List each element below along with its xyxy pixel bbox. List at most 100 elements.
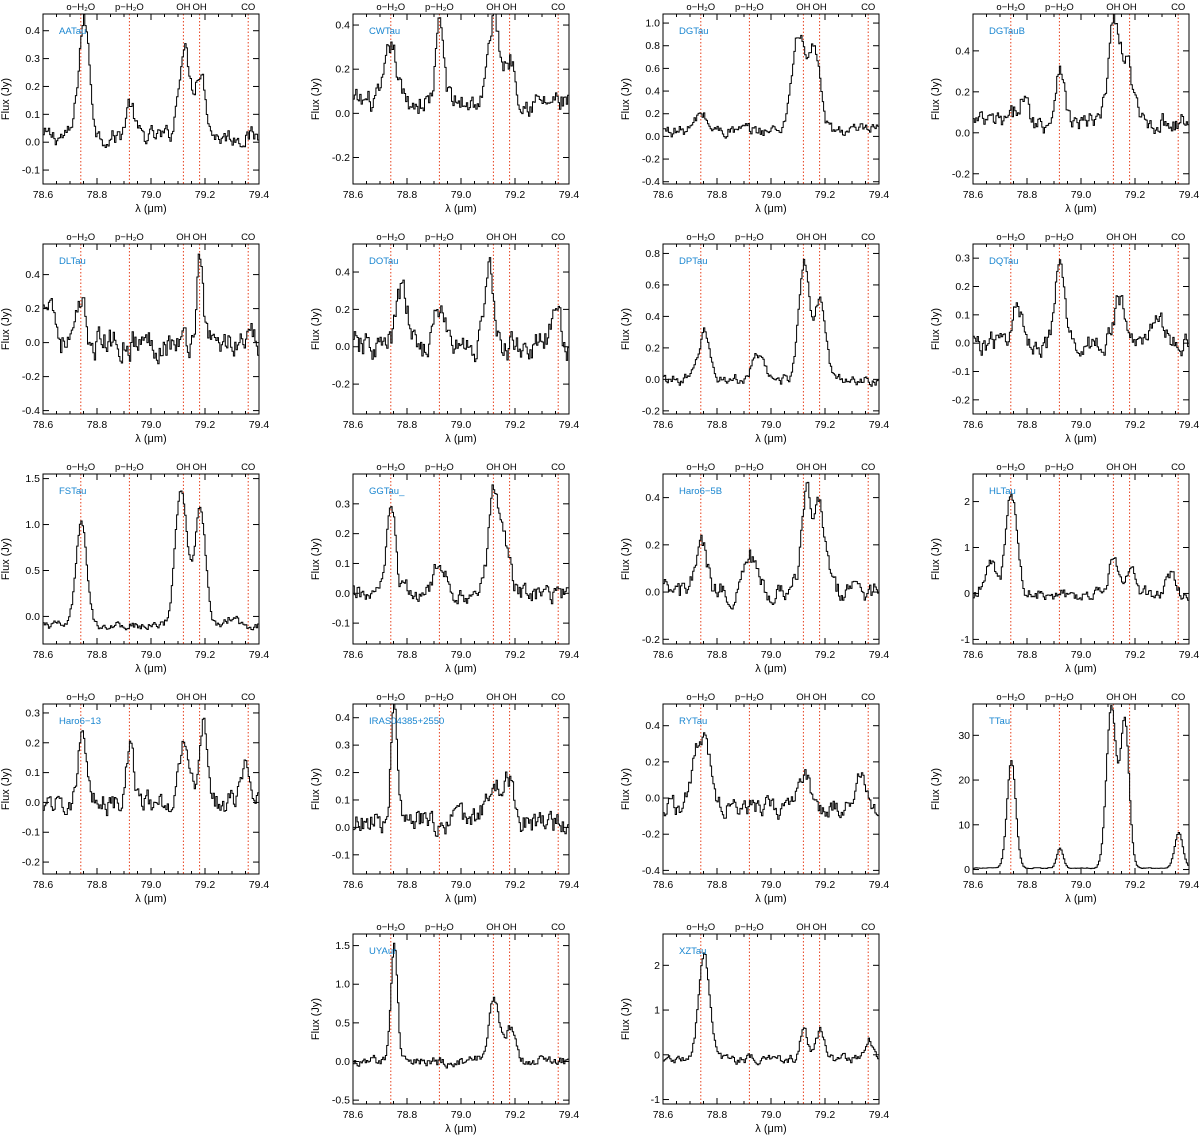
line-marker-label: CO bbox=[551, 2, 565, 13]
line-marker-label: OH bbox=[1106, 232, 1120, 243]
y-tick-label: 0.1 bbox=[955, 309, 970, 321]
line-marker-label: p−H₂O bbox=[425, 462, 454, 473]
axes-frame bbox=[662, 473, 880, 645]
star-name-label: AATau bbox=[59, 26, 86, 37]
y-tick-label: 0.4 bbox=[335, 712, 350, 724]
line-marker-label: p−H₂O bbox=[1045, 692, 1074, 703]
line-marker-label: p−H₂O bbox=[425, 2, 454, 13]
x-tick-label: 79.0 bbox=[1071, 189, 1092, 201]
spectrum-panel: o−H₂O p−H₂O OH OH CO 78.6 78.8 79.0 79.2 79.4 -1 0 1… bbox=[930, 462, 1199, 675]
y-axis-label: Flux (Jy) bbox=[930, 308, 942, 350]
y-tick-label: 0.5 bbox=[25, 565, 40, 577]
y-tick-label: -1 bbox=[961, 634, 970, 646]
star-name-label: HLTau bbox=[989, 486, 1016, 497]
y-tick-label: 0.0 bbox=[955, 127, 970, 139]
line-marker-label: o−H₂O bbox=[66, 462, 95, 473]
y-tick-label: 0.0 bbox=[25, 611, 40, 623]
y-tick-label: 0.4 bbox=[335, 20, 350, 32]
axes-frame bbox=[972, 473, 1190, 645]
y-tick-label: -0.2 bbox=[642, 634, 660, 646]
line-marker-label: CO bbox=[551, 692, 565, 703]
spectrum-line bbox=[663, 34, 879, 139]
y-tick-label: 0.0 bbox=[335, 108, 350, 120]
y-axis-label: Flux (Jy) bbox=[620, 78, 632, 120]
line-marker-label: CO bbox=[241, 462, 255, 473]
x-axis-label: λ (μm) bbox=[755, 893, 786, 905]
x-tick-label: 78.8 bbox=[397, 879, 418, 891]
y-tick-label: 1.5 bbox=[25, 473, 40, 485]
x-tick-label: 78.8 bbox=[707, 419, 728, 431]
x-tick-label: 79.2 bbox=[505, 1109, 526, 1121]
y-tick-label: 0.0 bbox=[645, 374, 660, 386]
spectrum-line bbox=[43, 490, 259, 631]
y-axis-label: Flux (Jy) bbox=[310, 768, 322, 810]
x-tick-label: 79.4 bbox=[869, 419, 890, 431]
x-tick-label: 79.4 bbox=[1179, 649, 1200, 661]
x-axis-label: λ (μm) bbox=[445, 203, 476, 215]
x-axis-label: λ (μm) bbox=[445, 893, 476, 905]
line-marker-label: OH bbox=[176, 462, 190, 473]
x-tick-label: 79.4 bbox=[1179, 189, 1200, 201]
y-tick-label: 0.0 bbox=[25, 137, 40, 149]
x-tick-label: 79.4 bbox=[559, 879, 580, 891]
x-tick-label: 78.6 bbox=[343, 879, 364, 891]
x-tick-label: 79.2 bbox=[195, 419, 216, 431]
x-tick-label: 78.6 bbox=[653, 1109, 674, 1121]
x-tick-label: 78.8 bbox=[397, 649, 418, 661]
spectrum-line bbox=[973, 259, 1189, 358]
axes-frame bbox=[662, 703, 880, 875]
y-tick-label: -0.5 bbox=[332, 1095, 350, 1107]
line-marker-label: p−H₂O bbox=[735, 692, 764, 703]
star-name-label: XZTau bbox=[679, 946, 706, 957]
x-axis-label: λ (μm) bbox=[135, 433, 166, 445]
spectrum-line bbox=[973, 705, 1189, 870]
line-marker-label: OH bbox=[812, 462, 826, 473]
x-tick-label: 78.8 bbox=[1017, 419, 1038, 431]
y-tick-label: 0.0 bbox=[25, 797, 40, 809]
star-name-label: GGTau_ bbox=[369, 486, 405, 497]
line-marker-label: OH bbox=[192, 2, 206, 13]
line-marker-label: CO bbox=[1171, 232, 1185, 243]
y-tick-label: 10 bbox=[958, 819, 970, 831]
line-marker-label: p−H₂O bbox=[115, 232, 144, 243]
x-tick-label: 78.6 bbox=[343, 649, 364, 661]
y-tick-label: 0.4 bbox=[955, 45, 970, 57]
y-tick-label: -0.2 bbox=[642, 405, 660, 417]
x-axis-label: λ (μm) bbox=[135, 893, 166, 905]
x-tick-label: 78.8 bbox=[1017, 189, 1038, 201]
line-marker-label: o−H₂O bbox=[686, 232, 715, 243]
x-tick-label: 79.4 bbox=[869, 649, 890, 661]
line-marker-label: o−H₂O bbox=[686, 692, 715, 703]
spectrum-panel: o−H₂O p−H₂O OH OH CO 78.6 78.8 79.0 79.2 79.4 -0.4… bbox=[620, 2, 889, 215]
x-tick-label: 79.0 bbox=[451, 649, 472, 661]
x-axis-label: λ (μm) bbox=[755, 203, 786, 215]
y-tick-label: 0.1 bbox=[335, 794, 350, 806]
line-marker-label: p−H₂O bbox=[1045, 2, 1074, 13]
x-tick-label: 79.0 bbox=[1071, 879, 1092, 891]
line-marker-label: CO bbox=[551, 462, 565, 473]
spectrum-line bbox=[43, 253, 259, 365]
y-tick-label: -0.1 bbox=[952, 366, 970, 378]
star-name-label: TTau bbox=[989, 716, 1010, 727]
y-tick-label: 0.4 bbox=[645, 492, 660, 504]
x-tick-label: 78.8 bbox=[87, 189, 108, 201]
x-tick-label: 79.0 bbox=[141, 649, 162, 661]
line-marker-label: OH bbox=[502, 232, 516, 243]
y-tick-label: 0.1 bbox=[25, 767, 40, 779]
y-tick-label: -0.1 bbox=[332, 849, 350, 861]
spectrum-panel: o−H₂O p−H₂O OH OH CO 78.6 78.8 79.0 79.2 79.4 -0.2… bbox=[620, 462, 889, 675]
x-tick-label: 79.0 bbox=[451, 1109, 472, 1121]
line-marker-label: OH bbox=[176, 692, 190, 703]
y-tick-label: 0.4 bbox=[645, 311, 660, 323]
x-axis-label: λ (μm) bbox=[1065, 663, 1096, 675]
y-axis-label: Flux (Jy) bbox=[310, 78, 322, 120]
x-tick-label: 79.2 bbox=[195, 649, 216, 661]
x-axis-label: λ (μm) bbox=[445, 433, 476, 445]
line-marker-label: p−H₂O bbox=[425, 232, 454, 243]
line-marker-label: o−H₂O bbox=[376, 692, 405, 703]
x-tick-label: 79.4 bbox=[559, 649, 580, 661]
line-marker-label: OH bbox=[796, 462, 810, 473]
spectrum-panel: o−H₂O p−H₂O OH OH CO 78.6 78.8 79.0 79.2 79.4 -0.2… bbox=[0, 692, 269, 905]
line-marker-label: OH bbox=[796, 692, 810, 703]
x-axis-label: λ (μm) bbox=[135, 663, 166, 675]
